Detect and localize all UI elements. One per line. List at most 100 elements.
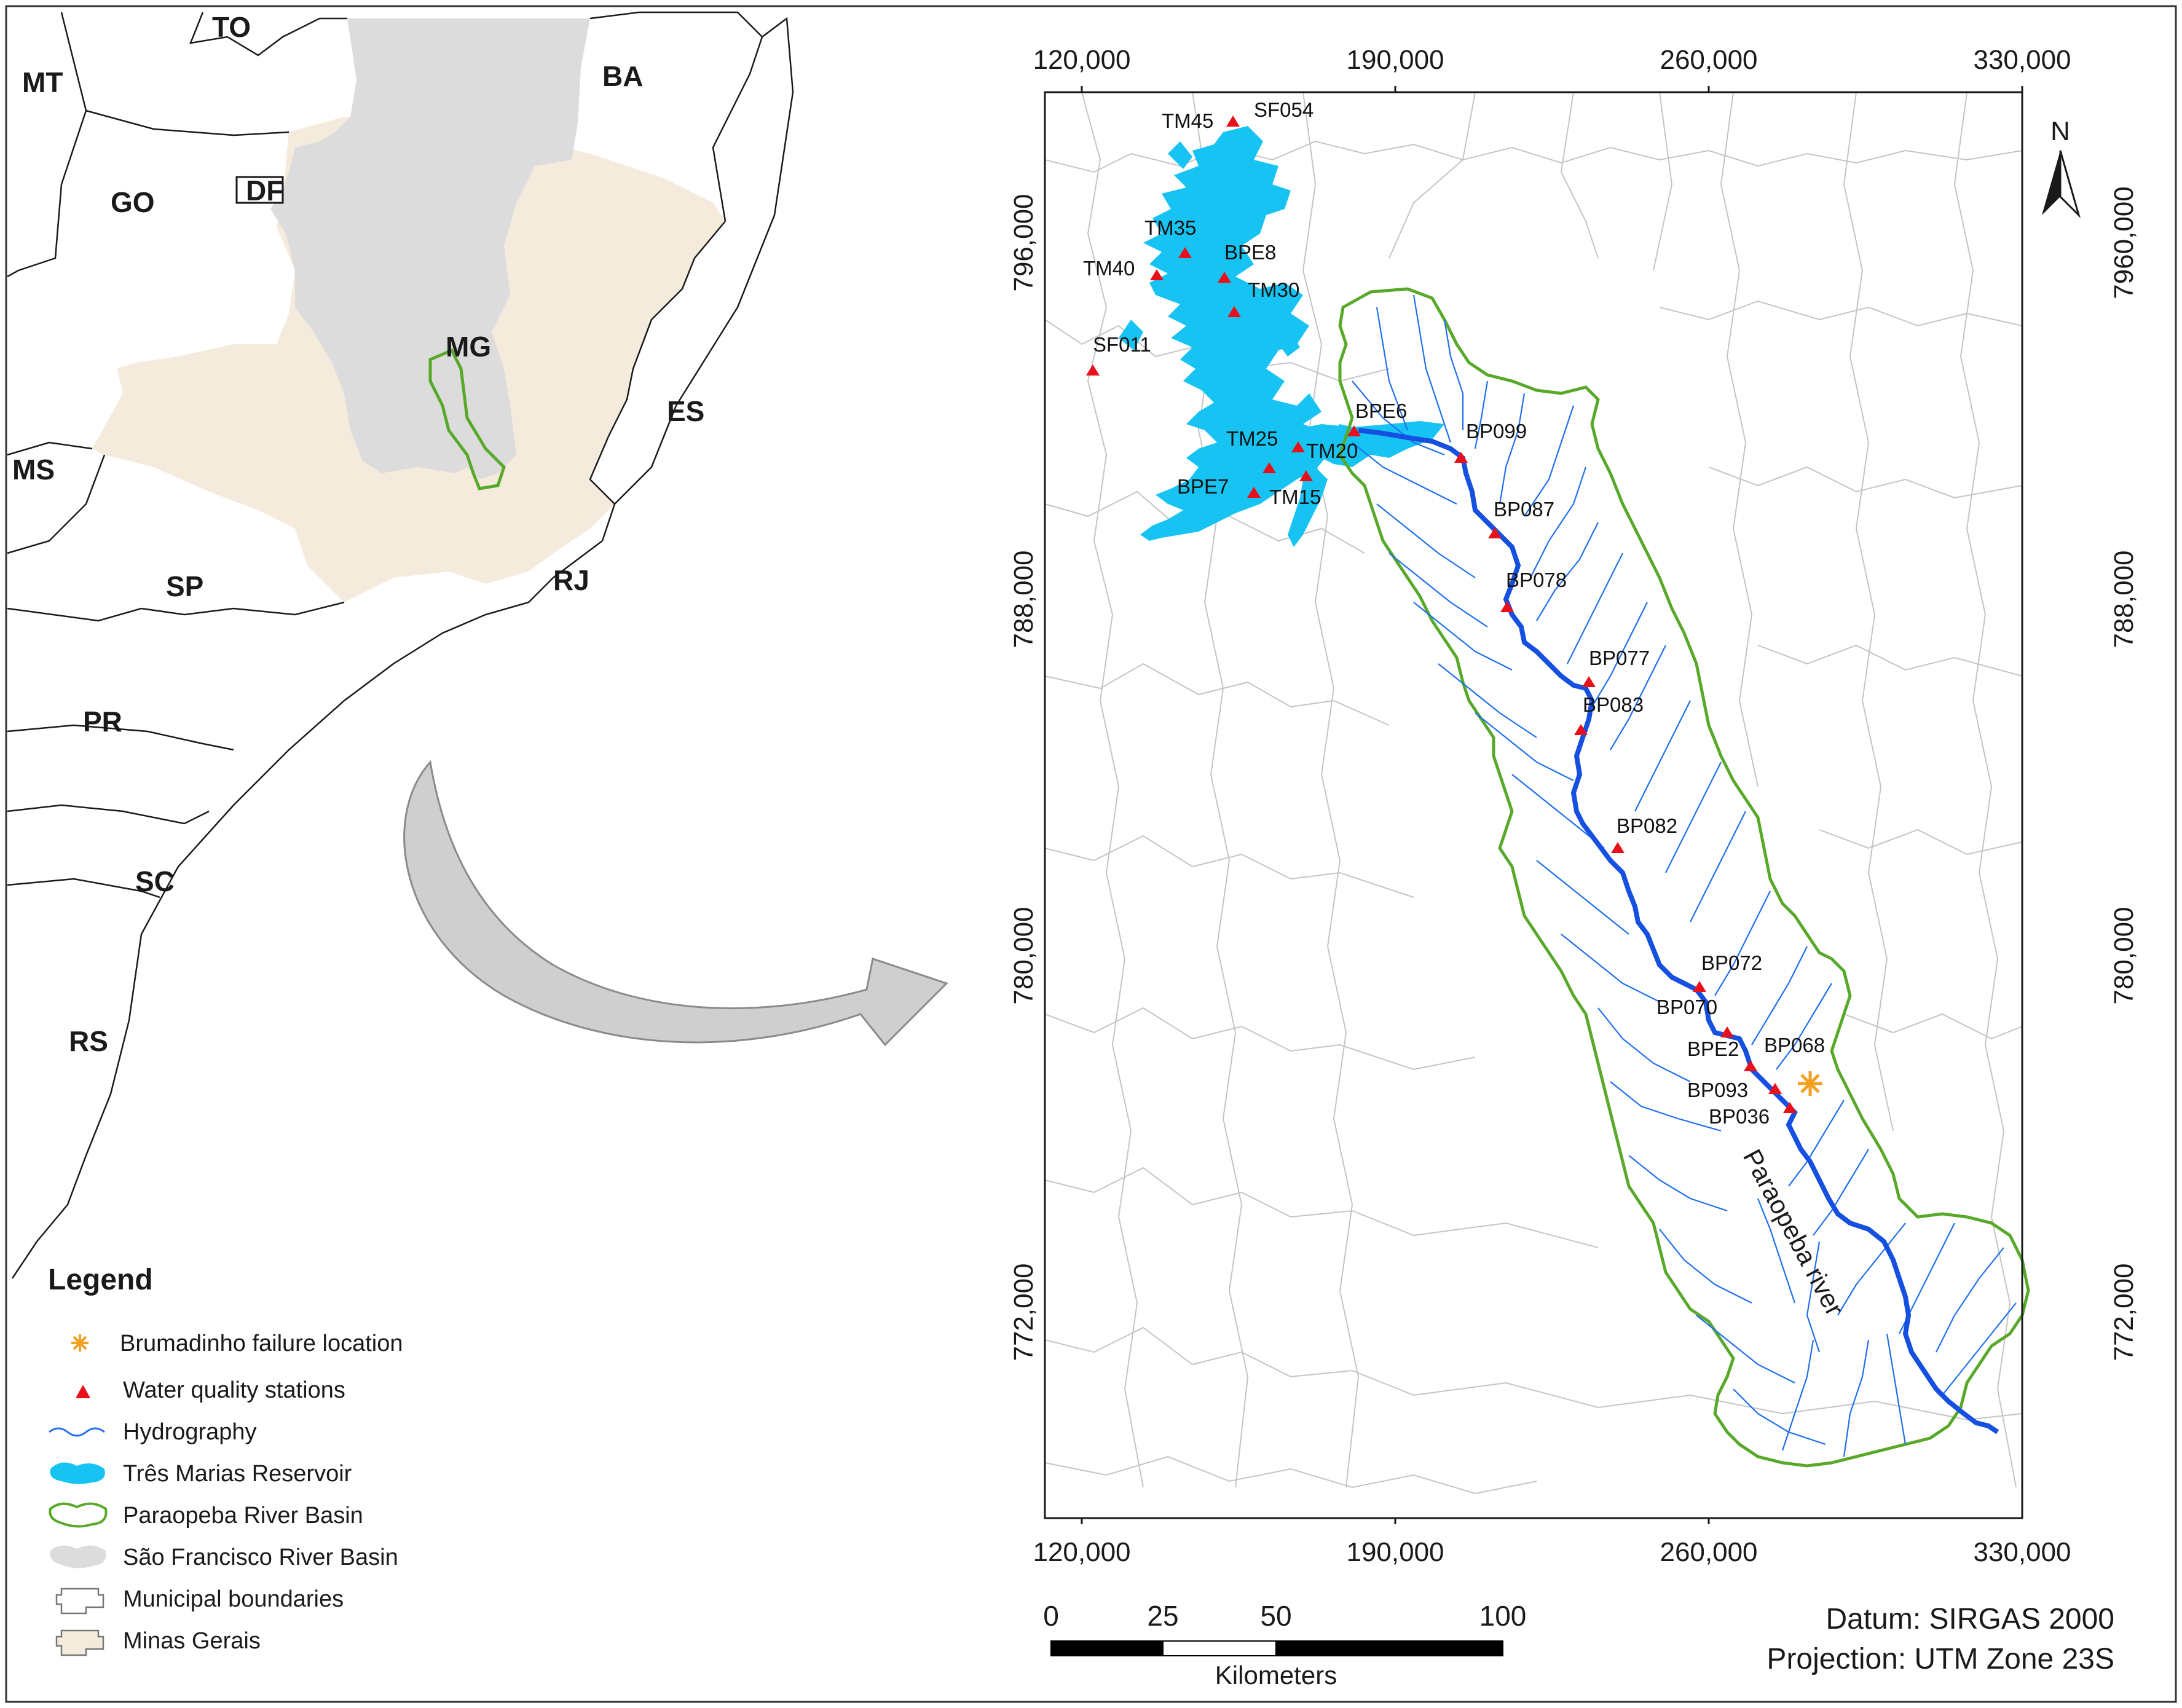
station-marker [1611, 842, 1625, 853]
paraopeba-basin-outline [1338, 287, 2030, 1468]
y-tick-label: 7960,000 [2109, 186, 2139, 299]
station-marker [1218, 272, 1231, 283]
station-label: BP093 [1687, 1079, 1748, 1101]
state-label: RS [69, 1025, 108, 1057]
scale-label: 50 [1260, 1600, 1291, 1632]
station-label: BPE7 [1177, 475, 1229, 498]
station-marker [1262, 462, 1276, 473]
x-tick-label: 190,000 [1346, 1537, 1444, 1567]
y-tick-label: 788,000 [1009, 550, 1039, 648]
station-marker [1768, 1083, 1782, 1094]
station-marker [1247, 487, 1261, 498]
station-marker [1693, 981, 1706, 992]
scale-label: 25 [1147, 1600, 1178, 1632]
y-tick-label: 780,000 [1009, 907, 1039, 1004]
station-label: TM45 [1162, 109, 1213, 132]
overview-map: TO MT BA GO DF MG ES MS RJ SP PR SC RS [7, 11, 948, 1279]
state-label: BA [602, 60, 643, 92]
station-marker [1454, 452, 1468, 463]
station-bp093: BP093 [1687, 1079, 1782, 1101]
paraopeba-main-river [1358, 428, 1999, 1434]
state-label: GO [111, 186, 155, 218]
legend-label: Brumadinho failure location [120, 1331, 403, 1356]
station-tm35: TM35 [1144, 216, 1196, 258]
legend-label: Hydrography [123, 1419, 257, 1445]
scale-label: 0 [1043, 1600, 1059, 1632]
x-axis-top: 120,000 190,000 260,000 330,000 [1033, 45, 2071, 75]
station-marker [1500, 601, 1514, 612]
station-marker [1227, 306, 1241, 317]
station-bp082: BP082 [1611, 814, 1677, 853]
triangle-icon [76, 1385, 90, 1398]
municipal-boundaries [1044, 92, 2023, 1495]
station-marker [1299, 470, 1313, 481]
sao-francisco-basin-area [270, 18, 590, 479]
station-marker [1720, 1026, 1734, 1037]
station-label: BP077 [1589, 647, 1650, 669]
state-labels: TO MT BA GO DF MG ES MS RJ SP PR SC RS [12, 11, 704, 1057]
station-label: BP087 [1494, 498, 1554, 521]
station-bp072: BP072 [1693, 951, 1762, 992]
x-tick-label: 330,000 [1973, 45, 2071, 75]
station-tm40: TM40 [1083, 257, 1164, 280]
station-label: TM20 [1306, 439, 1358, 462]
x-tick-label: 120,000 [1033, 1537, 1130, 1567]
station-marker [1178, 247, 1192, 258]
station-marker [1582, 676, 1596, 687]
y-tick-label: 780,000 [2109, 907, 2139, 1004]
scale-unit: Kilometers [1215, 1661, 1337, 1690]
brumadinho-failure-star-icon [1798, 1071, 1822, 1096]
station-label: BP068 [1764, 1034, 1825, 1057]
station-tm30: TM30 [1227, 278, 1299, 317]
state-boundaries [7, 11, 794, 1279]
y-tick-label: 772,000 [2109, 1263, 2139, 1361]
legend: Legend Brumadinho failure location Water… [48, 1264, 403, 1656]
station-marker [1783, 1102, 1797, 1113]
legend-label: Três Marias Reservoir [123, 1461, 352, 1487]
legend-label: Municipal boundaries [123, 1586, 344, 1612]
station-tm45: TM45 [1162, 109, 1213, 132]
x-tick-label: 330,000 [1973, 1537, 2071, 1567]
legend-title: Legend [48, 1264, 153, 1296]
state-label: TO [212, 11, 251, 43]
north-label: N [2050, 116, 2070, 146]
station-label: BP083 [1583, 693, 1644, 716]
locator-arrow [403, 760, 948, 1047]
state-label: SP [166, 570, 203, 602]
north-arrow-icon: N [2042, 116, 2081, 219]
datum-text: Datum: SIRGAS 2000 [1826, 1603, 2114, 1635]
station-marker [1574, 724, 1588, 735]
station-label: BP082 [1617, 814, 1677, 837]
sf-basin-patch-icon [50, 1545, 106, 1568]
station-label: TM40 [1083, 257, 1135, 280]
station-bpe7: BPE7 [1177, 475, 1261, 498]
station-tm20: TM20 [1291, 439, 1358, 462]
y-tick-label: 796,000 [1009, 194, 1039, 291]
legend-label: Water quality stations [123, 1377, 345, 1403]
station-label: TM25 [1226, 427, 1278, 450]
station-marker [1488, 527, 1502, 538]
state-label: DF [246, 175, 283, 207]
state-label: MT [22, 66, 63, 98]
station-label: TM30 [1248, 278, 1299, 301]
station-tm25: TM25 [1226, 427, 1278, 473]
station-label: SF011 [1093, 333, 1151, 356]
y-axis-left: 796,000 788,000 780,000 772,000 [1009, 194, 1039, 1361]
station-bpe6: BPE6 [1347, 399, 1407, 436]
state-label: RJ [553, 564, 589, 596]
basin-patch-icon [49, 1502, 108, 1528]
state-label: SC [135, 865, 175, 897]
station-sf054: SF054 [1226, 98, 1314, 127]
station-marker [1150, 269, 1164, 280]
state-label: MS [12, 454, 55, 486]
x-tick-label: 120,000 [1033, 45, 1130, 75]
station-label: BPE2 [1687, 1037, 1739, 1060]
scale-bar: 0 25 50 100 Kilometers [1043, 1600, 1526, 1690]
station-label: BP072 [1701, 951, 1762, 974]
station-sf011: SF011 [1086, 333, 1151, 376]
x-tick-label: 260,000 [1660, 1537, 1757, 1567]
station-bp070: BP070 [1656, 996, 1734, 1037]
station-bp099: BP099 [1454, 420, 1527, 463]
x-tick-label: 190,000 [1346, 45, 1444, 75]
